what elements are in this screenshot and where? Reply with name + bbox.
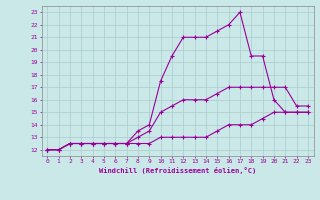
- X-axis label: Windchill (Refroidissement éolien,°C): Windchill (Refroidissement éolien,°C): [99, 167, 256, 174]
